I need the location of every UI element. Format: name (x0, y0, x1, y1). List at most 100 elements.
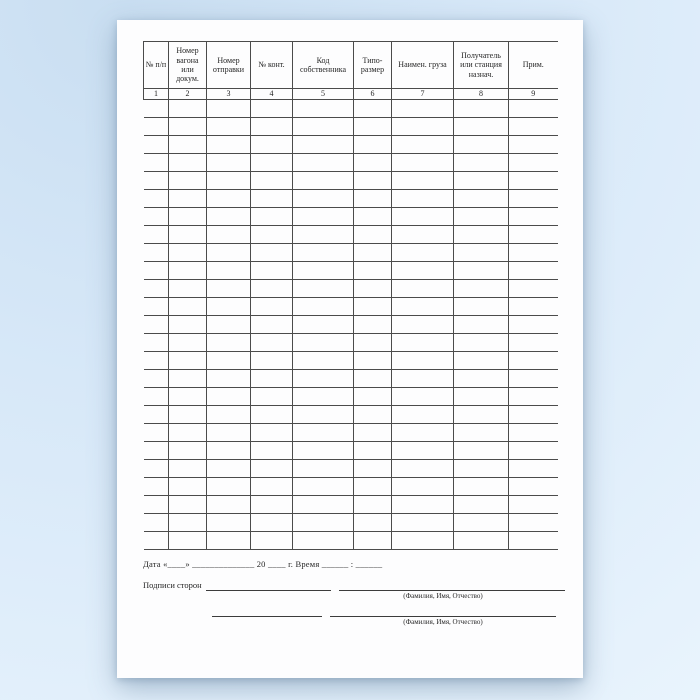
column-number-4: 4 (250, 88, 293, 100)
table-cell (206, 369, 251, 388)
table-cell (250, 531, 293, 550)
table-cell (250, 279, 293, 298)
table-cell (453, 135, 509, 154)
table-header-row: № п/п Номер вагона или докум. Номер отправ… (143, 41, 558, 89)
table-cell (292, 369, 354, 388)
table-cell (250, 171, 293, 190)
table-cell (206, 99, 251, 118)
table-cell (353, 513, 392, 532)
column-header-5: Код собственника (292, 41, 354, 89)
table-cell (250, 117, 293, 136)
table-cell (168, 243, 207, 262)
table-cell (292, 135, 354, 154)
table-cell (292, 261, 354, 280)
table-cell (292, 225, 354, 244)
table-cell (143, 243, 169, 262)
table-row (143, 117, 558, 136)
table-cell (292, 513, 354, 532)
table-cell (168, 117, 207, 136)
table-cell (168, 153, 207, 172)
table-cell (292, 459, 354, 478)
table-cell (292, 441, 354, 460)
table-cell (206, 477, 251, 496)
table-cell (206, 495, 251, 514)
table-cell (453, 477, 509, 496)
table-cell (353, 495, 392, 514)
table-cell (391, 405, 454, 424)
table-cell (250, 243, 293, 262)
table-cell (143, 279, 169, 298)
table-cell (453, 261, 509, 280)
table-cell (391, 477, 454, 496)
table-cell (353, 351, 392, 370)
table-cell (143, 171, 169, 190)
table-cell (391, 441, 454, 460)
table-cell (391, 369, 454, 388)
table-cell (143, 441, 169, 460)
table-cell (508, 513, 558, 532)
column-number-9: 9 (508, 88, 558, 100)
table-cell (168, 135, 207, 154)
fio-blank-line (330, 605, 556, 617)
table-cell (250, 477, 293, 496)
table-cell (292, 351, 354, 370)
table-cell (453, 153, 509, 172)
table-cell (391, 423, 454, 442)
table-row (143, 369, 558, 388)
table-cell (453, 279, 509, 298)
table-cell (292, 423, 354, 442)
table-cell (143, 297, 169, 316)
table-cell (250, 333, 293, 352)
table-cell (353, 531, 392, 550)
table-cell (391, 333, 454, 352)
table-cell (353, 387, 392, 406)
table-cell (250, 135, 293, 154)
table-row (143, 243, 558, 262)
table-cell (508, 315, 558, 334)
table-cell (508, 153, 558, 172)
table-cell (508, 369, 558, 388)
paper-sheet: № п/п Номер вагона или докум. Номер отправ… (117, 20, 583, 678)
table-cell (391, 297, 454, 316)
table-cell (250, 153, 293, 172)
table-cell (353, 333, 392, 352)
table-cell (292, 477, 354, 496)
table-cell (353, 297, 392, 316)
table-row (143, 459, 558, 478)
table-cell (453, 405, 509, 424)
table-cell (453, 333, 509, 352)
table-cell (353, 315, 392, 334)
table-cell (143, 351, 169, 370)
table-row (143, 279, 558, 298)
table-cell (206, 135, 251, 154)
table-cell (206, 297, 251, 316)
table-cell (508, 135, 558, 154)
table-cell (168, 369, 207, 388)
table-cell (250, 459, 293, 478)
table-cell (250, 405, 293, 424)
table-row (143, 135, 558, 154)
table-cell (453, 423, 509, 442)
table-cell (508, 351, 558, 370)
fio-blank-line (338, 579, 565, 591)
table-cell (453, 387, 509, 406)
table-cell (391, 495, 454, 514)
table-cell (353, 171, 392, 190)
table-cell (168, 351, 207, 370)
table-cell (206, 153, 251, 172)
table-cell (168, 387, 207, 406)
table-cell (508, 423, 558, 442)
table-cell (250, 351, 293, 370)
table-row (143, 495, 558, 514)
table-cell (453, 315, 509, 334)
table-cell (206, 459, 251, 478)
table-cell (168, 459, 207, 478)
table-cell (206, 531, 251, 550)
table-head: № п/п Номер вагона или докум. Номер отправ… (143, 41, 558, 100)
table-row (143, 315, 558, 334)
table-cell (143, 261, 169, 280)
table-cell (206, 261, 251, 280)
table-cell (453, 369, 509, 388)
